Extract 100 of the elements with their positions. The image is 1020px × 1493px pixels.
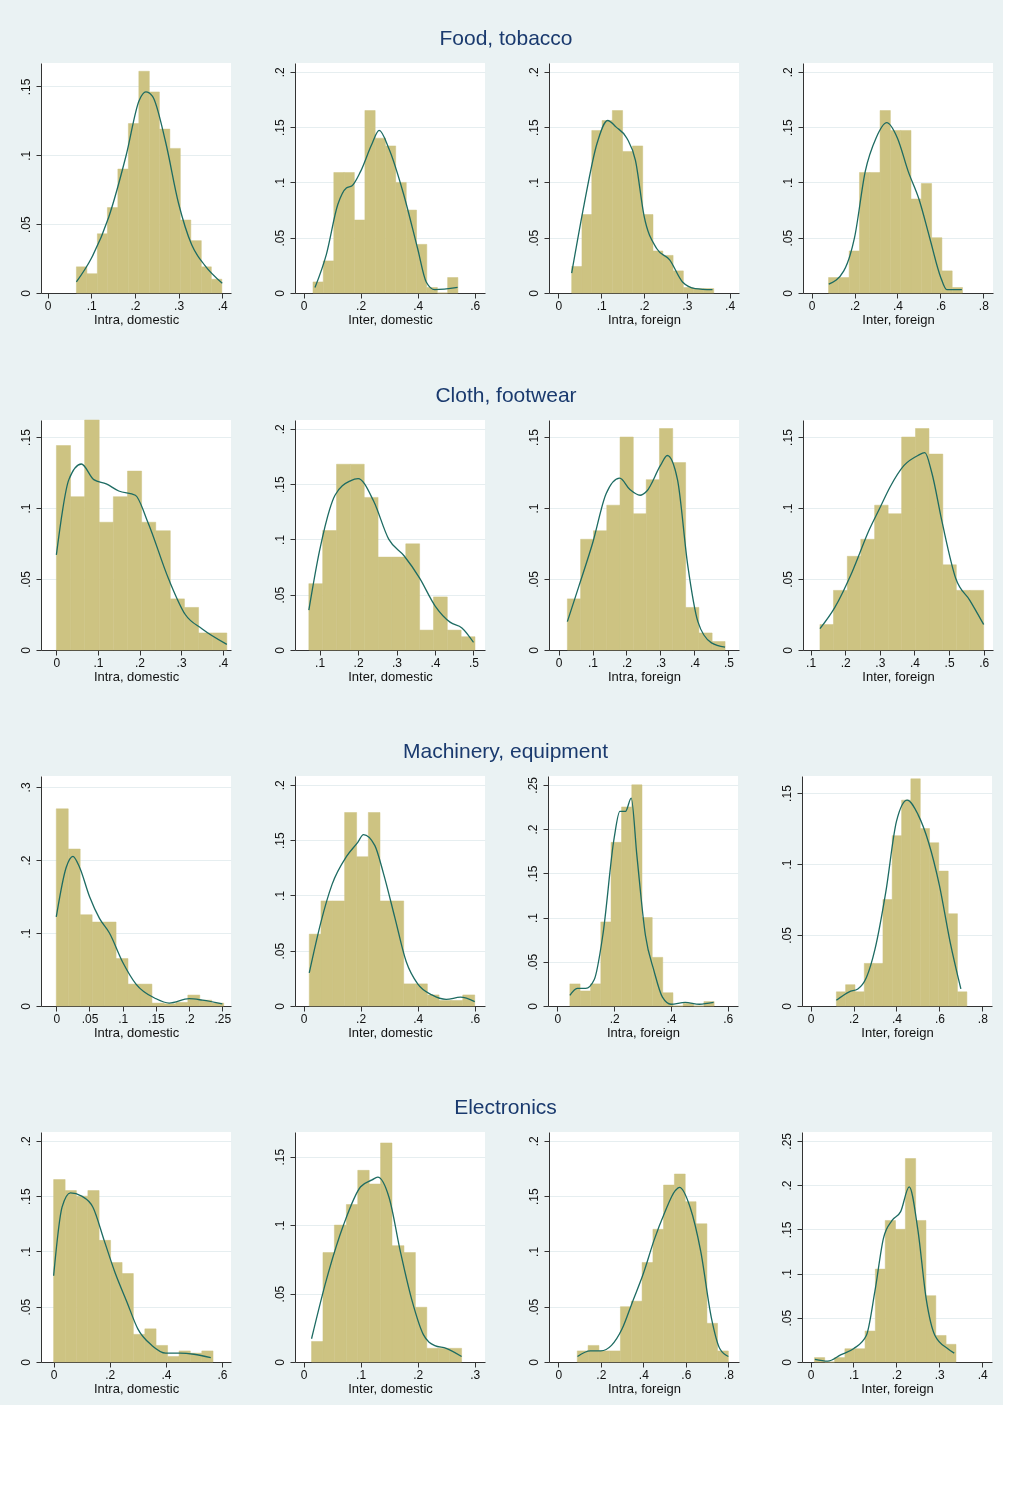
y-tick-label: .1 (18, 1246, 33, 1257)
x-tick-label: .5 (723, 655, 735, 670)
y-tick-label: .1 (526, 1246, 541, 1257)
x-tick-label: .6 (935, 298, 947, 313)
y-tick-label: .05 (272, 586, 287, 604)
y-tick-label: .2 (526, 67, 541, 78)
x-tick-label: .8 (977, 1011, 989, 1026)
x-tick-label: .6 (979, 655, 990, 670)
y-tick-label: .2 (272, 780, 287, 791)
x-tick-label: .3 (934, 1367, 946, 1382)
x-tick-label: .3 (470, 1367, 481, 1382)
y-tick-label: .1 (526, 503, 541, 514)
x-tick-label: .4 (892, 298, 904, 313)
x-tick-label: .4 (666, 1011, 677, 1026)
y-tick-label: 0 (272, 1358, 287, 1366)
x-tick-label: .4 (413, 1011, 424, 1026)
y-tick-label: .05 (272, 942, 287, 960)
x-tick-label: .2 (353, 655, 364, 670)
y-tick-label: .1 (780, 177, 795, 188)
x-tick-label: .4 (725, 298, 736, 313)
y-tick-label: .1 (779, 1268, 794, 1280)
x-tick-label: .6 (217, 1367, 228, 1382)
chart-title: Electronics (454, 1095, 557, 1118)
x-tick-label: .4 (689, 655, 701, 670)
x-axis-title: Intra, foreign (608, 668, 681, 684)
y-tick-label: 0 (525, 1002, 540, 1010)
x-tick-label: .4 (638, 1367, 650, 1382)
y-tick-label: .2 (780, 67, 795, 78)
y-tick-label: .25 (779, 1132, 794, 1150)
y-tick-label: .2 (18, 1136, 33, 1147)
x-axis-title: Inter, domestic (348, 311, 434, 327)
y-tick-label: .15 (780, 118, 795, 136)
line-series (55, 855, 224, 1005)
y-tick-label: 0 (780, 289, 795, 297)
y-tick-label: 0 (18, 646, 33, 654)
chart-title: Food, tobacco (439, 26, 573, 49)
x-tick-label: 0 (807, 1367, 815, 1382)
y-tick-label: 0 (272, 646, 287, 654)
y-tick-label: .05 (779, 926, 794, 944)
x-tick-label: 0 (555, 655, 563, 670)
x-tick-label: .1 (596, 298, 608, 313)
y-tick-label: .1 (779, 859, 794, 870)
y-tick-label: .05 (525, 953, 540, 971)
y-tick-label: .15 (526, 428, 541, 446)
x-axis-title: Inter, foreign (862, 668, 935, 684)
x-tick-label: 0 (807, 1011, 815, 1026)
y-tick-label: .2 (525, 824, 540, 835)
y-tick-label: .1 (272, 534, 287, 545)
y-tick-label: 0 (272, 289, 287, 297)
x-tick-label: .8 (723, 1367, 735, 1382)
y-tick-label: .05 (18, 1298, 33, 1316)
x-tick-label: .1 (315, 655, 326, 670)
x-tick-label: .15 (148, 1011, 166, 1026)
x-tick-label: .2 (105, 1367, 116, 1382)
x-tick-label: .4 (217, 298, 229, 313)
x-tick-label: .3 (655, 655, 667, 670)
y-tick-label: .05 (780, 229, 795, 247)
x-tick-label: 0 (50, 1367, 58, 1382)
y-tick-label: .15 (525, 865, 540, 883)
x-tick-label: 0 (53, 1011, 61, 1026)
x-tick-label: .2 (356, 298, 367, 313)
x-tick-label: 0 (300, 1011, 308, 1026)
y-tick-label: .1 (526, 177, 541, 188)
y-tick-label: .15 (18, 78, 33, 96)
x-tick-label: .4 (161, 1367, 172, 1382)
x-tick-label: .2 (130, 298, 141, 313)
x-tick-label: .6 (723, 1011, 734, 1026)
x-tick-label: .3 (392, 655, 403, 670)
y-tick-label: .25 (525, 776, 540, 794)
x-tick-label: .2 (184, 1011, 195, 1026)
x-tick-label: 0 (300, 298, 308, 313)
x-axis-title: Inter, foreign (861, 1024, 934, 1040)
y-tick-label: .3 (18, 782, 33, 793)
x-tick-label: .2 (621, 655, 633, 670)
x-tick-label: .5 (468, 655, 480, 670)
y-tick-label: .1 (272, 1220, 287, 1231)
y-tick-label: 0 (779, 1002, 794, 1010)
y-tick-label: .2 (272, 424, 287, 435)
y-tick-label: .15 (18, 1187, 33, 1205)
x-tick-label: .2 (596, 1367, 607, 1382)
x-tick-label: .8 (978, 298, 990, 313)
y-tick-label: .1 (525, 912, 540, 924)
x-tick-label: .3 (875, 655, 886, 670)
y-tick-label: .05 (272, 229, 287, 247)
y-tick-label: .15 (780, 428, 795, 446)
x-tick-label: .4 (977, 1367, 988, 1382)
x-tick-label: .4 (891, 1011, 903, 1026)
chart-title: Cloth, footwear (435, 382, 577, 406)
x-tick-label: 0 (53, 655, 61, 670)
y-tick-label: .15 (272, 475, 287, 493)
x-axis-title: Inter, domestic (348, 1380, 434, 1396)
x-tick-label: .4 (430, 655, 441, 670)
x-tick-label: .3 (176, 655, 187, 670)
x-tick-label: .6 (470, 1011, 481, 1026)
x-tick-label: .2 (639, 298, 650, 313)
x-tick-label: .2 (891, 1367, 903, 1382)
x-tick-label: .2 (849, 1011, 860, 1026)
x-tick-label: .6 (934, 1011, 946, 1026)
x-tick-label: 0 (300, 1367, 308, 1382)
x-tick-label: .2 (135, 655, 146, 670)
